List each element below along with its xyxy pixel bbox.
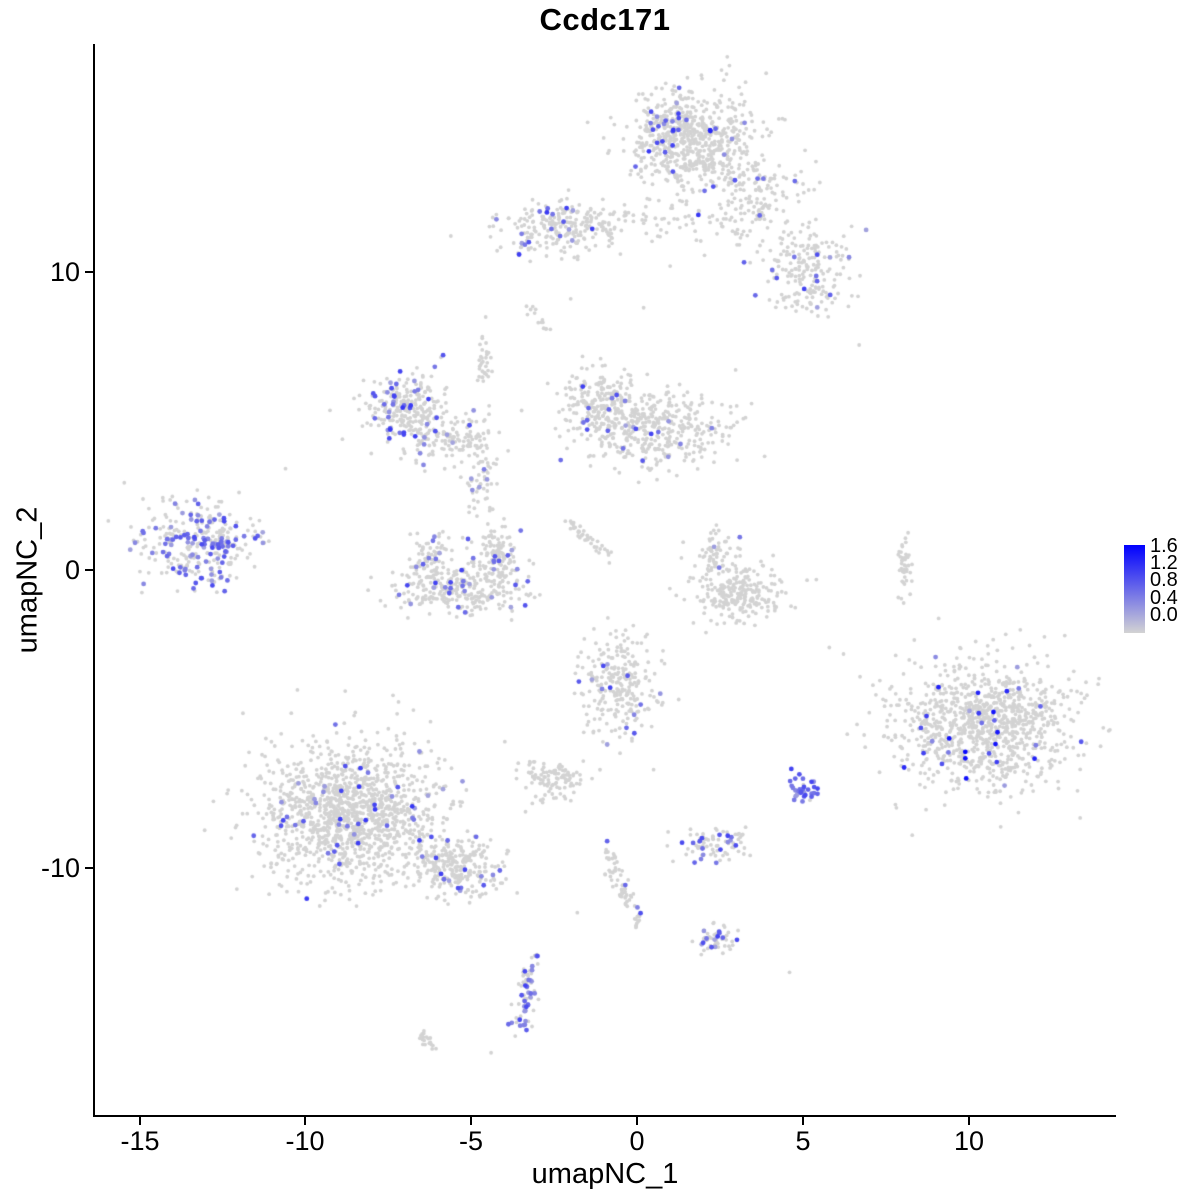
x-tick-label: 10: [953, 1126, 985, 1156]
y-tick-label: 0: [64, 555, 80, 585]
x-tick-label: -5: [458, 1126, 483, 1156]
y-axis-title: umapNC_2: [11, 506, 44, 654]
y-tick-mark: [85, 271, 93, 273]
x-tick-label: -15: [120, 1126, 160, 1156]
y-tick-mark: [85, 867, 93, 869]
x-tick-mark: [968, 1117, 970, 1125]
x-tick-label: 0: [629, 1126, 645, 1156]
x-tick-mark: [139, 1117, 141, 1125]
x-axis-line: [93, 1115, 1116, 1117]
colorbar-tick-label: 1.6: [1150, 535, 1178, 557]
y-axis-line: [93, 44, 95, 1117]
colorbar-gradient: [1124, 545, 1145, 633]
x-tick-mark: [636, 1117, 638, 1125]
x-tick-label: -10: [285, 1126, 325, 1156]
y-tick-mark: [85, 569, 93, 571]
x-tick-mark: [304, 1117, 306, 1125]
colorbar-tick-label: 0.0: [1150, 604, 1178, 626]
colorbar-tick-label: 0.4: [1150, 587, 1178, 609]
colorbar-tick-label: 0.8: [1150, 569, 1178, 591]
plot-title: Ccdc171: [539, 2, 671, 37]
y-tick-label: -10: [40, 853, 80, 883]
x-axis-title: umapNC_1: [531, 1158, 679, 1190]
x-tick-label: 5: [795, 1126, 811, 1156]
x-tick-mark: [802, 1117, 804, 1125]
x-tick-mark: [470, 1117, 472, 1125]
colorbar-tick-label: 1.2: [1150, 552, 1178, 574]
y-tick-label: 10: [49, 257, 80, 287]
